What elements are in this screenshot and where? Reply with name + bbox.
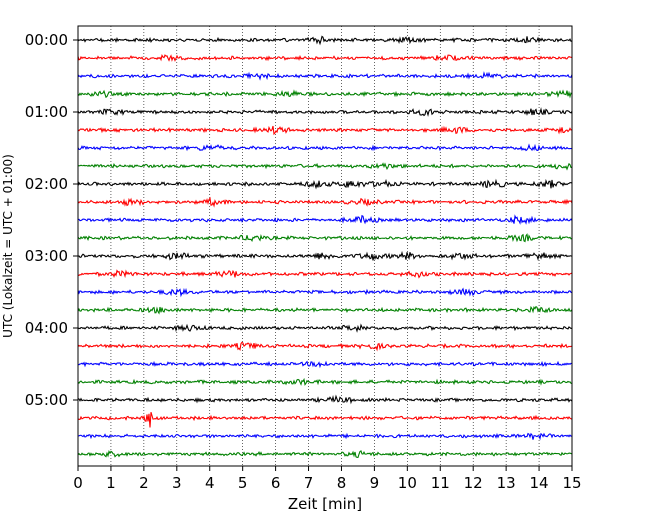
trace-row (77, 287, 573, 298)
x-tick-label: 13 (497, 474, 516, 492)
trace-row (77, 269, 573, 279)
x-tick-label: 11 (431, 474, 450, 492)
trace-row (77, 394, 573, 405)
trace-row (77, 107, 573, 117)
x-tick-label: 9 (370, 474, 380, 492)
x-tick-label: 3 (172, 474, 182, 492)
trace-row (77, 125, 573, 136)
x-tick-label: 12 (464, 474, 483, 492)
y-tick-label: 02:00 (25, 175, 68, 193)
trace-row (77, 143, 573, 152)
x-tick-label: 0 (73, 474, 83, 492)
y-tick-label: 00:00 (25, 31, 68, 49)
x-tick-label: 7 (304, 474, 314, 492)
y-tick-label: 01:00 (25, 103, 68, 121)
x-tick-label: 1 (106, 474, 116, 492)
trace-row (77, 233, 573, 243)
trace-row (77, 250, 573, 261)
trace-row (77, 196, 573, 208)
x-axis-label: Zeit [min] (288, 495, 362, 513)
trace-row (77, 162, 573, 171)
x-tick-label: 10 (398, 474, 417, 492)
tick-layer: 0 1 2 3 4 5 6 7 8 9 10 11 12 13 14 1500:0001:0002:0003:… (25, 31, 582, 492)
y-axis-label: UTC (Lokalzeit = UTC + 01:00) (1, 154, 15, 338)
x-tick-label: 15 (562, 474, 581, 492)
x-tick-label: 2 (139, 474, 149, 492)
trace-row (77, 35, 573, 46)
trace-row (77, 360, 573, 369)
trace-row (77, 71, 573, 81)
trace-row (77, 449, 573, 459)
trace-row (77, 412, 573, 428)
trace-row (77, 432, 573, 441)
trace-row (77, 305, 573, 315)
trace-row (77, 214, 573, 225)
y-tick-label: 04:00 (25, 319, 68, 337)
x-tick-label: 4 (205, 474, 215, 492)
y-tick-label: 03:00 (25, 247, 68, 265)
trace-row (77, 89, 573, 99)
trace-row (77, 341, 573, 352)
trace-layer (77, 35, 573, 459)
x-tick-label: 5 (238, 474, 248, 492)
grid-layer (110, 26, 540, 466)
x-tick-label: 6 (271, 474, 281, 492)
trace-row (77, 323, 573, 333)
y-tick-label: 05:00 (25, 391, 68, 409)
trace-row (77, 178, 573, 190)
plot-frame (77, 25, 573, 467)
x-tick-label: 8 (337, 474, 347, 492)
trace-row (77, 377, 573, 386)
x-tick-label: 14 (530, 474, 549, 492)
trace-row (77, 54, 573, 62)
